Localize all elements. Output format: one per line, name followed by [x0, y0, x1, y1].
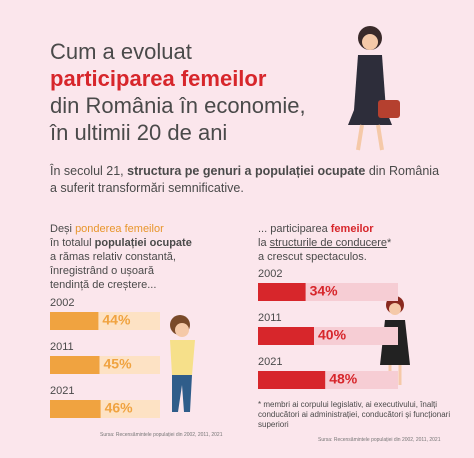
value-label: 34%	[310, 283, 339, 299]
value-label: 48%	[329, 371, 358, 387]
title: Cum a evoluat participarea femeilor din …	[50, 38, 306, 146]
text: În secolul 21,	[50, 164, 128, 178]
category-label: 2021	[50, 385, 74, 397]
footnote: * membri ai corpului legislativ, ai exec…	[258, 400, 458, 430]
bar	[50, 312, 99, 330]
title-line: în ultimii 20 de ani	[50, 120, 228, 145]
category-label: 2002	[50, 297, 74, 309]
text: la	[258, 237, 270, 249]
value-label: 45%	[104, 356, 133, 372]
value-label: 46%	[105, 400, 134, 416]
source: Sursa: Recensămintele populației din 200…	[100, 432, 223, 438]
category-label: 2021	[258, 356, 282, 368]
subtitle: ... participarea femeilor la structurile…	[258, 222, 391, 264]
illustration	[170, 26, 410, 412]
text: structura pe genuri a populației ocupate	[127, 164, 366, 178]
subtitle: Deși ponderea femeilor în totalul popula…	[50, 222, 192, 292]
bar	[50, 400, 101, 418]
value-label: 44%	[102, 312, 131, 328]
text: ... participarea	[258, 223, 331, 235]
text: Deși	[50, 223, 76, 235]
bar	[258, 327, 314, 345]
bar	[258, 283, 306, 301]
title-line: participarea femeilor	[50, 66, 267, 91]
text: tendință de creștere...	[50, 279, 157, 291]
text: în totalul	[50, 237, 95, 249]
text: a suferit transformări semnificative.	[50, 181, 244, 195]
text: structurile de conducere	[269, 237, 388, 249]
text: din România	[365, 164, 440, 178]
text: * membri ai corpului legislativ, ai exec…	[258, 400, 451, 429]
value-label: 40%	[318, 327, 347, 343]
text: a rămas relativ constantă,	[50, 251, 176, 263]
category-label: 2011	[258, 312, 282, 324]
text: înregistrând o ușoară	[50, 265, 154, 277]
text: a crescut spectaculos.	[258, 251, 367, 263]
bar	[50, 356, 100, 374]
source: Sursa: Recensămintele populației din 200…	[318, 437, 441, 443]
category-label: 2002	[258, 268, 282, 280]
text: populației ocupate	[94, 237, 192, 249]
text: ponderea femeilor	[75, 223, 164, 235]
category-label: 2011	[50, 341, 74, 353]
intro: În secolul 21, structura pe genuri a pop…	[50, 163, 439, 197]
text: femeilor	[330, 223, 374, 235]
title-line: Cum a evoluat	[50, 39, 192, 64]
text: *	[387, 237, 392, 249]
title-line: din România în economie,	[50, 93, 306, 118]
bar	[258, 371, 326, 389]
